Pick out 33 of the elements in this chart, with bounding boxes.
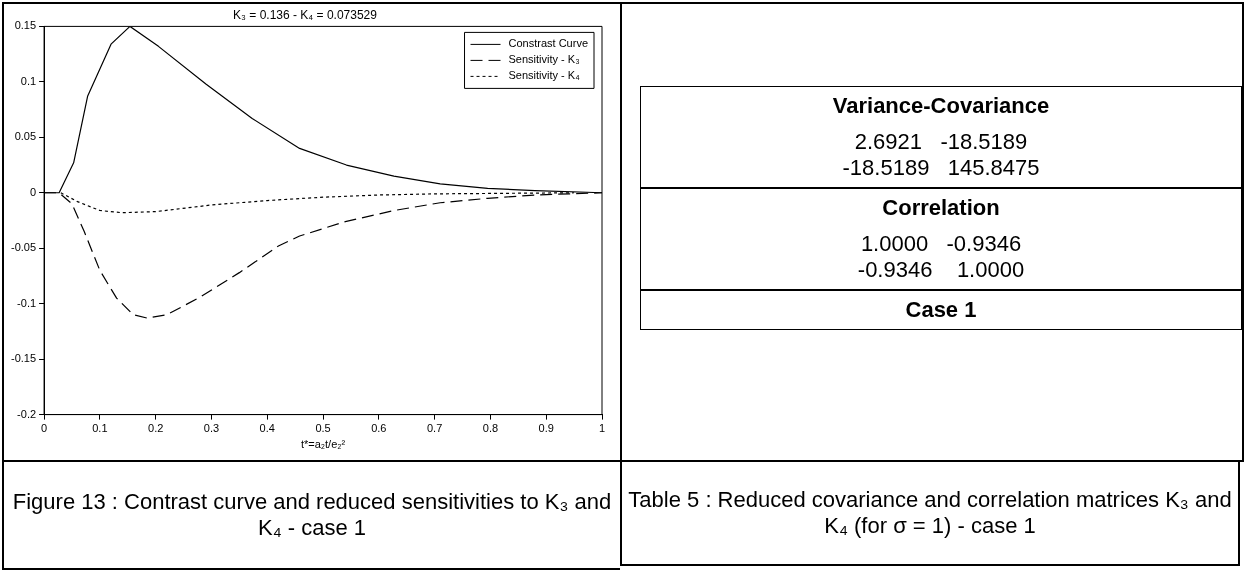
- x-tick-label: 0.2: [148, 422, 164, 435]
- x-tick-label: 1: [598, 422, 606, 435]
- legend-label: Constrast Curve: [508, 37, 589, 50]
- text: Case 1: [904, 297, 978, 323]
- x-tick-label: 0.1: [92, 422, 108, 435]
- text: Variance-Covariance: [831, 93, 1051, 119]
- x-tick-label: 0.3: [203, 422, 220, 435]
- text: 1.0000 -0.9346: [859, 231, 1023, 257]
- x-tick-label: 0: [41, 422, 48, 435]
- caption: Table 5 : Reduced covariance and correlation matrices K₃ and K₄ (for σ = 1) - case 1: [628, 487, 1232, 539]
- x-tick-label: 0.6: [371, 422, 387, 435]
- x-tick-label: 0.4: [259, 422, 275, 435]
- y-tick-label: -0.2: [17, 407, 37, 420]
- y-tick-label: -0.15: [10, 352, 37, 365]
- x-tick-label: 0.7: [426, 422, 443, 435]
- y-tick-label: 0: [29, 185, 37, 198]
- caption: Figure 13 : Contrast curve and reduced sensitivities to K₃ and K₄ - case 1: [11, 489, 613, 541]
- text: Correlation: [881, 195, 1001, 221]
- y-tick-label: -0.05: [10, 241, 37, 254]
- x-tick-label: 0.9: [538, 422, 554, 435]
- y-tick-label: 0.15: [14, 19, 37, 32]
- y-tick-label: 0.05: [14, 130, 37, 143]
- x-tick-label: 0.8: [482, 422, 499, 435]
- y-tick-label: 0.1: [20, 74, 37, 87]
- legend-label: Sensitivity - K₃: [508, 53, 580, 66]
- chart-title: K₃ = 0.136 - K₄ = 0.073529: [233, 7, 378, 22]
- y-tick-label: -0.1: [17, 296, 37, 309]
- legend-label: Sensitivity - K₄: [508, 69, 581, 82]
- text: -18.5189 145.8475: [841, 155, 1041, 181]
- text: -0.9346 1.0000: [856, 257, 1026, 283]
- x-axis-title: t*=a₂t/e₂²: [300, 438, 346, 451]
- text: 2.6921 -18.5189: [853, 129, 1029, 155]
- x-tick-label: 0.5: [315, 422, 331, 435]
